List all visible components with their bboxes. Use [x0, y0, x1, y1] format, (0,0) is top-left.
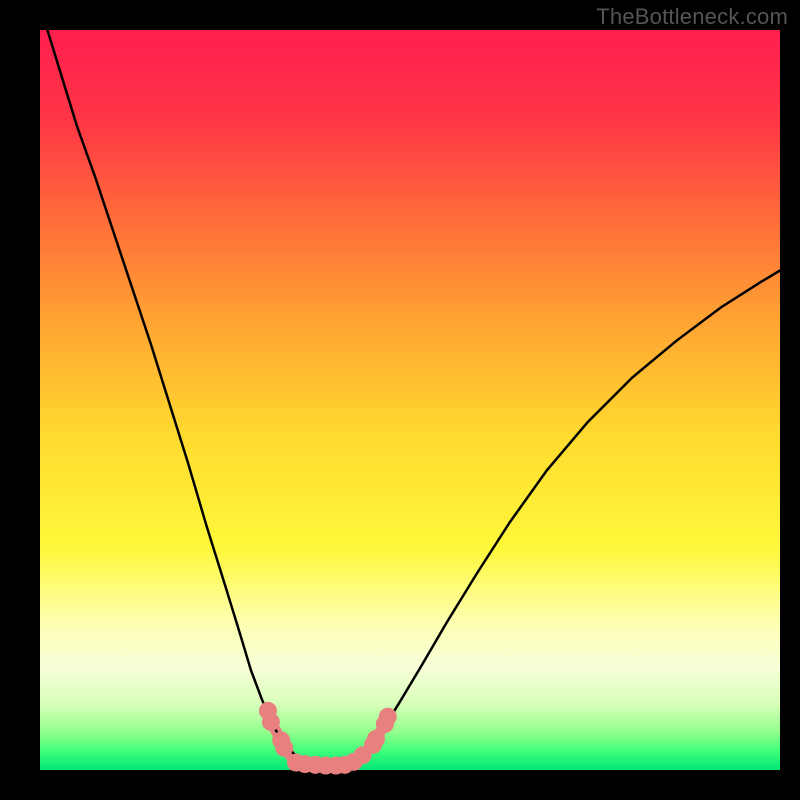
curve-right-branch — [347, 271, 780, 765]
curve-left-branch — [47, 30, 310, 764]
watermark-text: TheBottleneck.com — [596, 4, 788, 30]
marker-dot — [379, 708, 397, 726]
chart-container: TheBottleneck.com — [0, 0, 800, 800]
curve-layer — [40, 30, 780, 770]
marker-dot — [275, 739, 293, 757]
markers-group — [259, 702, 397, 775]
marker-dot — [262, 713, 280, 731]
plot-area — [40, 30, 780, 770]
